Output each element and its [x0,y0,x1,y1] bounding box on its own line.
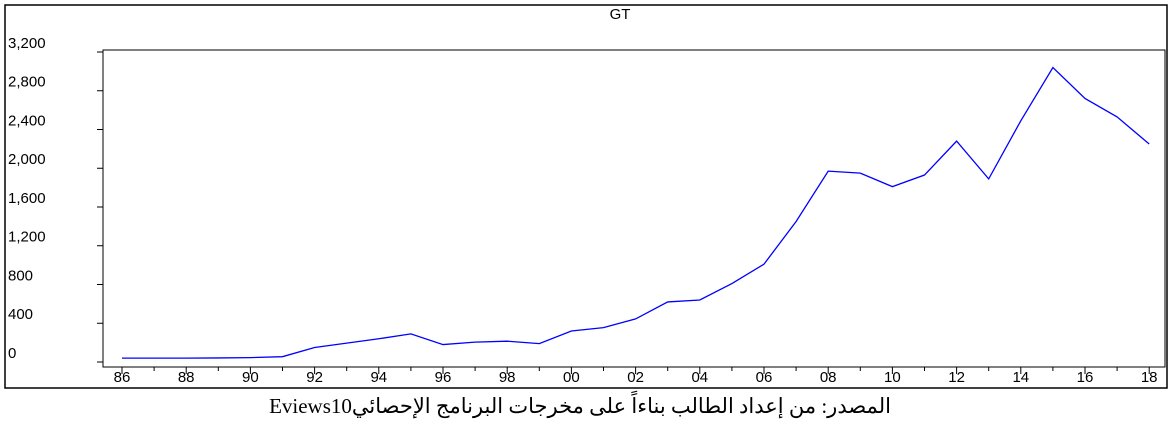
outer-frame [4,4,1168,389]
x-tick-label: 86 [114,369,131,386]
y-tick-label: 800 [8,267,33,284]
y-tick-label: 2,000 [8,151,46,168]
x-tick-label: 94 [370,369,387,386]
x-tick-label: 06 [756,369,773,386]
y-tick-label: 3,200 [8,35,46,52]
y-tick-label: 1,200 [8,229,46,246]
x-tick-label: 12 [948,369,965,386]
y-tick-label: 0 [8,345,16,362]
x-tick-label: 04 [691,369,708,386]
x-tick-label: 08 [820,369,837,386]
x-tick-label: 00 [563,369,580,386]
source-note: المصدر: من إعداد الطالب بناءاً على مخرجا… [269,390,891,419]
y-tick-label: 2,800 [8,74,46,91]
x-tick-label: 14 [1012,369,1029,386]
x-tick-label: 18 [1141,369,1158,386]
x-tick-label: 10 [884,369,901,386]
x-tick-label: 90 [242,369,259,386]
x-tick-label: 16 [1077,369,1094,386]
chart-title: GT [610,6,631,23]
line-series [122,66,1150,359]
y-tick-label: 2,400 [8,112,46,129]
x-tick-label: 92 [306,369,323,386]
y-tick-label: 400 [8,306,33,323]
plot-frame [102,49,1166,368]
x-tick-label: 98 [499,369,516,386]
x-tick-label: 02 [627,369,644,386]
x-tick-label: 88 [178,369,195,386]
x-tick-label: 96 [435,369,452,386]
y-tick-label: 1,600 [8,190,46,207]
